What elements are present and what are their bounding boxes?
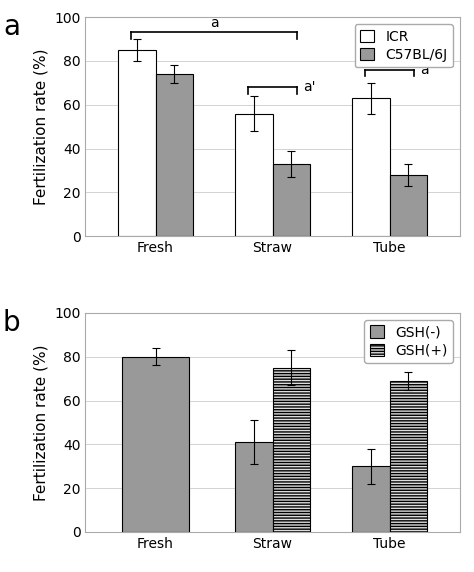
Text: a': a' (420, 63, 432, 77)
Legend: ICR, C57BL/6J: ICR, C57BL/6J (355, 24, 453, 67)
Y-axis label: Fertilization rate (%): Fertilization rate (%) (34, 344, 48, 500)
Text: a': a' (303, 80, 316, 94)
Bar (352, 98, 390, 236)
Bar (352, 466, 390, 532)
Bar (235, 114, 273, 236)
Bar (155, 74, 193, 236)
Bar (390, 381, 427, 532)
Bar (122, 357, 189, 532)
Bar (273, 164, 310, 236)
Legend: GSH(-), GSH(+): GSH(-), GSH(+) (365, 320, 453, 363)
Bar (390, 175, 427, 236)
Bar (235, 442, 273, 532)
Text: a: a (210, 17, 219, 30)
Y-axis label: Fertilization rate (%): Fertilization rate (%) (34, 49, 48, 205)
Text: a: a (3, 13, 20, 41)
Bar (273, 368, 310, 532)
Text: b: b (3, 308, 20, 336)
Bar (118, 50, 155, 236)
